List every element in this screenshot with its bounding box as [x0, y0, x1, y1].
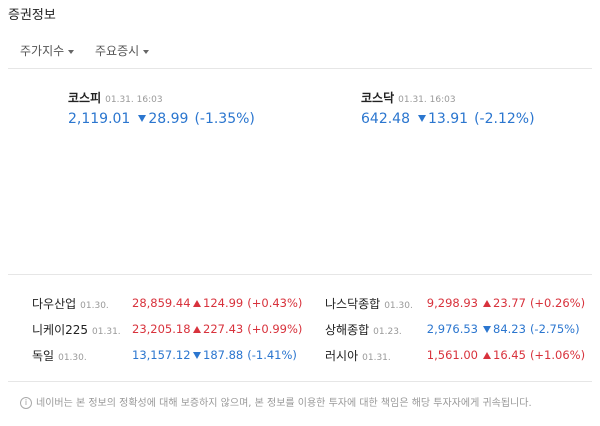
arrow	[193, 351, 201, 359]
market-label: 다우산업 01.30.	[32, 295, 132, 312]
arrow	[138, 115, 147, 122]
market-rate: (-2.75%)	[529, 322, 580, 336]
market-name: 나스닥종합	[325, 296, 381, 311]
index-change: 28.99	[148, 111, 189, 127]
separator	[8, 381, 592, 382]
market-change: 84.23	[493, 322, 526, 336]
market-change: 16.45	[493, 348, 526, 362]
index-date: 01.31. 16:03	[105, 95, 163, 105]
separator	[8, 274, 592, 275]
separator	[8, 68, 592, 69]
arrow	[193, 325, 201, 333]
market-value: 9,298.93	[426, 296, 478, 310]
market-value: 28,859.44	[132, 296, 191, 310]
market-rate: (+0.26%)	[529, 296, 586, 310]
index-header: 코스피 01.31. 16:03	[68, 87, 163, 106]
index-name: 코스피	[68, 91, 102, 105]
market-name: 독일	[32, 348, 55, 363]
tab-label: 주요증시	[95, 44, 140, 58]
index-rate: (-2.12%)	[474, 111, 535, 127]
market-rate: (+0.99%)	[247, 322, 303, 336]
market-label: 상해종합 01.23.	[325, 321, 420, 338]
tab[interactable]: 주가지수	[20, 42, 75, 59]
market-row: 다우산업 01.30. 28,859.44 124.99 (+0.43%)	[32, 294, 302, 312]
market-label: 러시아 01.31.	[325, 347, 420, 364]
index-rate: (-1.35%)	[194, 111, 255, 127]
market-change: 23.77	[493, 296, 526, 310]
market-name: 니케이225	[32, 322, 89, 337]
market-date: 01.30.	[384, 300, 413, 311]
tab-label: 주가지수	[20, 44, 65, 58]
market-row: 니케이225 01.31. 23,205.18 227.43 (+0.99%)	[32, 320, 302, 338]
notice-text: 네이버는 본 정보의 정확성에 대해 보증하지 않으며, 본 정보를 이용한 투…	[36, 398, 532, 409]
market-row: 나스닥종합 01.30. 9,298.93 23.77 (+0.26%)	[325, 294, 585, 312]
index-name: 코스닥	[361, 91, 395, 105]
index-change: 13.91	[428, 111, 469, 127]
arrow	[483, 325, 491, 333]
market-label: 나스닥종합 01.30.	[325, 295, 420, 312]
notice: i 네이버는 본 정보의 정확성에 대해 보증하지 않으며, 본 정보를 이용한 …	[20, 394, 532, 409]
index-header: 코스닥 01.31. 16:03	[361, 87, 456, 106]
index-quote: 642.48 13.91 (-2.12%)	[361, 108, 535, 127]
market-date: 01.31.	[92, 326, 121, 337]
market-change: 187.88	[203, 348, 244, 362]
market-change: 124.99	[203, 296, 244, 310]
widget-title: 증권정보	[8, 8, 56, 23]
arrow	[418, 115, 426, 122]
arrow	[483, 299, 491, 307]
market-row: 상해종합 01.23. 2,976.53 84.23 (-2.75%)	[325, 320, 580, 338]
market-rate: (+1.06%)	[529, 348, 586, 362]
market-name: 다우산업	[32, 296, 77, 311]
market-row: 러시아 01.31. 1,561.00 16.45 (+1.06%)	[325, 346, 585, 364]
index-date: 01.31. 16:03	[398, 95, 456, 105]
market-date: 01.30.	[80, 300, 109, 311]
market-row: 독일 01.30. 13,157.12 187.88 (-1.41%)	[32, 346, 297, 364]
market-date: 01.23.	[373, 326, 402, 337]
market-value: 13,157.12	[132, 348, 191, 362]
caret	[68, 49, 75, 54]
tab[interactable]: 주요증시	[95, 42, 150, 59]
index-value: 642.48	[361, 111, 410, 127]
market-value: 2,976.53	[426, 322, 478, 336]
index-value: 2,119.01	[68, 111, 131, 127]
market-value: 23,205.18	[132, 322, 191, 336]
market-date: 01.30.	[58, 352, 87, 363]
info-icon: i	[20, 397, 32, 409]
market-rate: (-1.41%)	[247, 348, 297, 362]
market-label: 니케이225 01.31.	[32, 321, 132, 338]
market-rate: (+0.43%)	[247, 296, 303, 310]
arrow	[483, 351, 491, 359]
market-date: 01.31.	[362, 352, 391, 363]
arrow	[193, 299, 201, 307]
market-change: 227.43	[203, 322, 244, 336]
market-value: 1,561.00	[426, 348, 478, 362]
market-label: 독일 01.30.	[32, 347, 132, 364]
market-name: 상해종합	[325, 322, 370, 337]
index-quote: 2,119.01 28.99 (-1.35%)	[68, 108, 255, 127]
caret	[143, 49, 150, 54]
market-name: 러시아	[325, 348, 359, 363]
